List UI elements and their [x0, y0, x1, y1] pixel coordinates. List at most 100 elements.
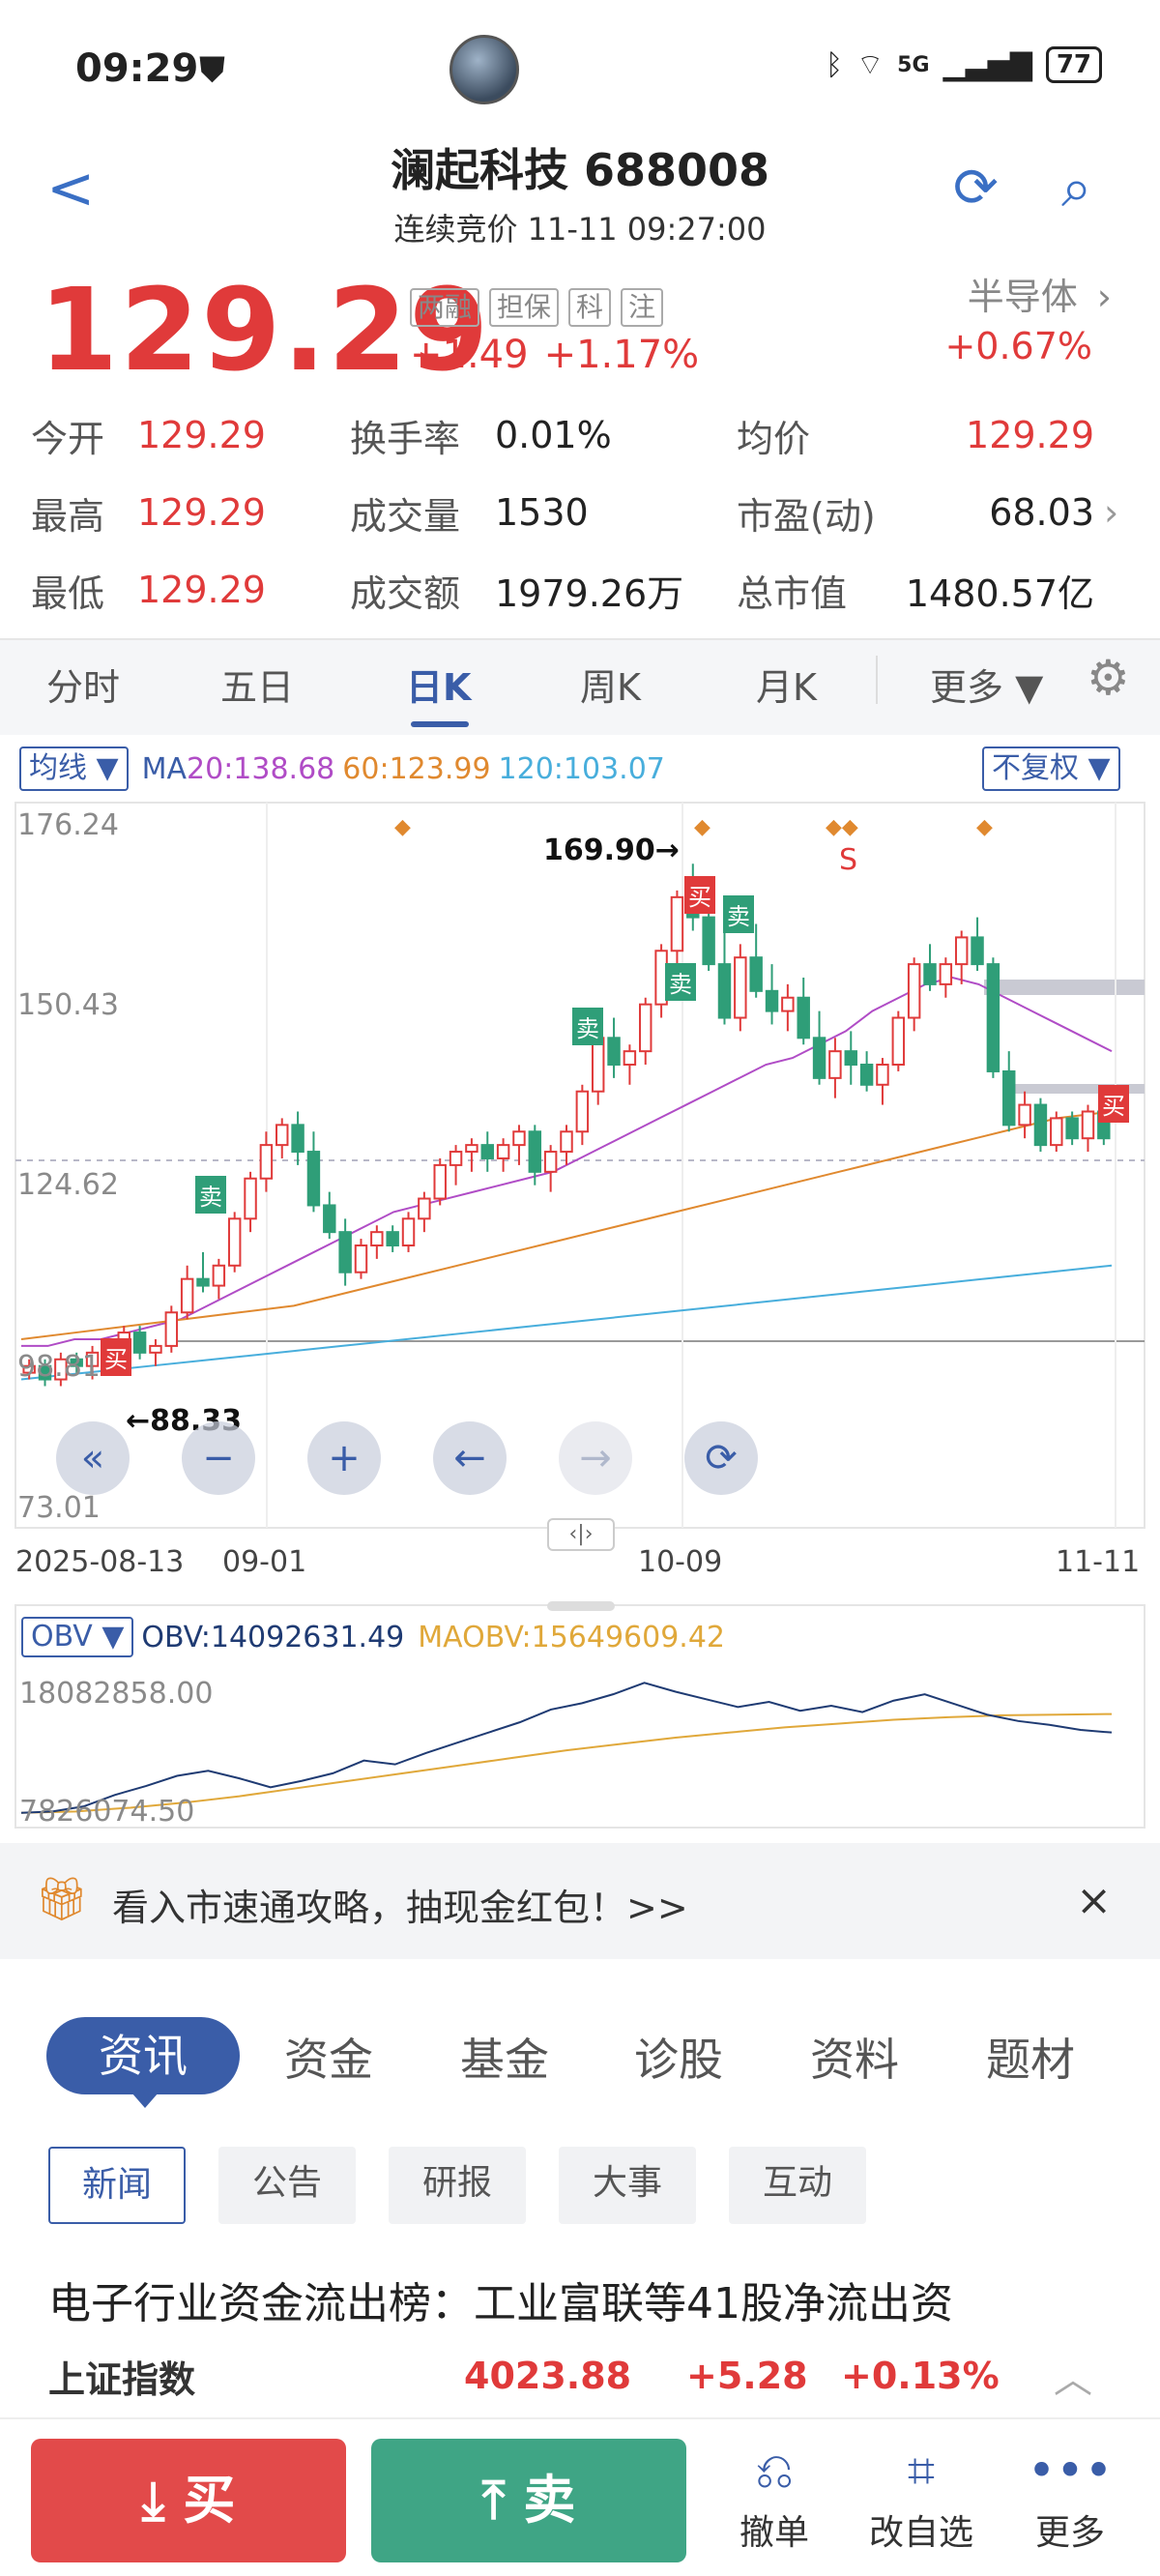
candle: [496, 1144, 510, 1159]
edit-watchlist-button[interactable]: ⌗ 改自选: [849, 2437, 994, 2555]
undo-icon: ⎌: [755, 2443, 794, 2499]
candle: [244, 1177, 257, 1220]
obv-line: [20, 1682, 1113, 1814]
sell-button[interactable]: ⤒ 卖: [371, 2439, 686, 2562]
zoom-out-far-button[interactable]: «: [56, 1421, 130, 1495]
drag-handle-icon[interactable]: ‹|›: [547, 1518, 615, 1551]
ma-legend: 均线 ▼ MA 20:138.68 60:123.99 120:103.07: [19, 746, 665, 791]
indicator-selector[interactable]: OBV ▼: [21, 1617, 134, 1657]
tab-themes[interactable]: 题材: [986, 2034, 1075, 2086]
candle: [433, 1163, 447, 1200]
subtab-news[interactable]: 新闻: [48, 2147, 186, 2224]
avatar[interactable]: [450, 35, 519, 104]
zoom-out-button[interactable]: −: [182, 1421, 255, 1495]
sector-link[interactable]: 半导体 ›: [968, 267, 1112, 320]
candle: [1018, 1103, 1031, 1127]
scroll-right-button[interactable]: →: [559, 1421, 632, 1495]
stat-value: 68.03: [989, 491, 1094, 534]
change-value: +1.49: [410, 333, 529, 377]
event-dot[interactable]: ◆: [694, 815, 710, 839]
candle: [717, 963, 732, 1019]
ma60-line: [20, 1110, 1113, 1340]
candle: [623, 1050, 637, 1067]
candle: [449, 1151, 463, 1166]
promo-banner[interactable]: [0, 1843, 1160, 1959]
tab-daily-k[interactable]: 日K: [406, 666, 472, 709]
tab-news-info[interactable]: 资讯: [46, 2017, 240, 2094]
news-headline[interactable]: 电子行业资金流出榜：工业富联等41股净流出资: [48, 2279, 953, 2328]
buy-signal: 买: [101, 1338, 131, 1376]
index-ticker[interactable]: 上证指数 4023.88 +5.28 +0.13% ︿: [48, 2348, 1121, 2404]
bluetooth-icon: ᛒ: [825, 47, 843, 82]
close-icon[interactable]: ×: [1076, 1876, 1112, 1925]
tag-star[interactable]: 科: [568, 288, 612, 327]
tag-collateral[interactable]: 担保: [489, 288, 560, 327]
back-icon[interactable]: <: [46, 155, 96, 222]
obv-value: OBV:14092631.49: [141, 1620, 405, 1654]
chevron-right-icon[interactable]: ›: [1104, 491, 1119, 534]
gear-icon[interactable]: ⚙: [1087, 650, 1130, 706]
event-dot[interactable]: ◆◆: [826, 815, 858, 839]
event-dot[interactable]: ◆: [976, 815, 993, 839]
x-tick-label: 10-09: [638, 1545, 723, 1579]
subtab-interaction[interactable]: 互动: [729, 2147, 866, 2224]
sell-signal: 卖: [572, 1008, 603, 1045]
chevron-up-icon[interactable]: ︿: [1054, 2357, 1092, 2402]
chevron-right-icon: ›: [1096, 276, 1112, 318]
tab-weekly-k[interactable]: 周K: [580, 666, 641, 709]
promo-text[interactable]: 看入市速通攻略，抽现金红包！>>: [112, 1887, 688, 1929]
stat-label: 市盈(动): [737, 494, 876, 538]
tab-monthly-k[interactable]: 月K: [756, 666, 817, 709]
adjust-selector[interactable]: 不复权 ▼: [982, 746, 1120, 791]
panel-resize-handle[interactable]: [547, 1601, 615, 1611]
tag-margin[interactable]: 两融: [410, 288, 480, 327]
candle: [1065, 1117, 1079, 1140]
tab-more[interactable]: 更多 ▼: [930, 666, 1044, 709]
more-dots-icon: •••: [1027, 2443, 1114, 2499]
event-dot[interactable]: ◆: [394, 815, 411, 839]
refresh-icon[interactable]: ⟳: [953, 157, 999, 220]
candle: [401, 1217, 416, 1247]
candle: [876, 1064, 889, 1086]
candle: [1033, 1103, 1048, 1147]
buy-signal: 买: [1098, 1085, 1129, 1123]
candle: [702, 916, 715, 966]
stat-value: 1979.26万: [495, 571, 684, 615]
buy-button[interactable]: ⤓ 买: [31, 2439, 346, 2562]
scroll-left-button[interactable]: ←: [433, 1421, 507, 1495]
candle: [38, 1364, 52, 1381]
ma-selector[interactable]: 均线 ▼: [19, 746, 129, 791]
candle: [1081, 1110, 1095, 1140]
candle: [370, 1231, 384, 1247]
tab-funds[interactable]: 资金: [284, 2034, 373, 2086]
tab-diagnosis[interactable]: 诊股: [634, 2034, 723, 2086]
tab-profile[interactable]: 资料: [810, 2034, 899, 2086]
resistance-band: [984, 980, 1145, 995]
stock-title: 澜起科技 688008: [390, 144, 770, 196]
signal-icon: ▁▃▅▇: [942, 47, 1032, 82]
y-tick-label: 73.01: [17, 1491, 101, 1525]
sell-signal: 卖: [665, 963, 696, 1001]
more-button[interactable]: ••• 更多: [998, 2437, 1143, 2555]
subtab-research[interactable]: 研报: [389, 2147, 526, 2224]
cancel-order-button[interactable]: ⎌ 撤单: [702, 2437, 847, 2555]
tab-five-day[interactable]: 五日: [220, 666, 295, 709]
tab-intraday[interactable]: 分时: [46, 666, 121, 709]
active-tab-indicator: [411, 721, 469, 727]
rotate-screen-button[interactable]: ⟳: [684, 1421, 758, 1495]
y-tick-label: 150.43: [17, 988, 119, 1022]
subtab-events[interactable]: 大事: [559, 2147, 696, 2224]
candle: [291, 1124, 304, 1154]
zoom-in-button[interactable]: +: [307, 1421, 381, 1495]
search-icon[interactable]: ⌕: [1061, 157, 1092, 220]
stat-value: 129.29: [137, 414, 266, 456]
chart-controls: « − + ← → ⟳: [56, 1421, 758, 1495]
stat-label: 成交额: [350, 571, 461, 615]
stat-label: 换手率: [350, 417, 461, 460]
tab-mutual-funds[interactable]: 基金: [460, 2034, 549, 2086]
candle: [180, 1277, 194, 1314]
stat-value: 1480.57亿: [905, 571, 1094, 615]
candle: [465, 1144, 478, 1154]
subtab-announcements[interactable]: 公告: [218, 2147, 356, 2224]
tag-registration[interactable]: 注: [621, 288, 664, 327]
